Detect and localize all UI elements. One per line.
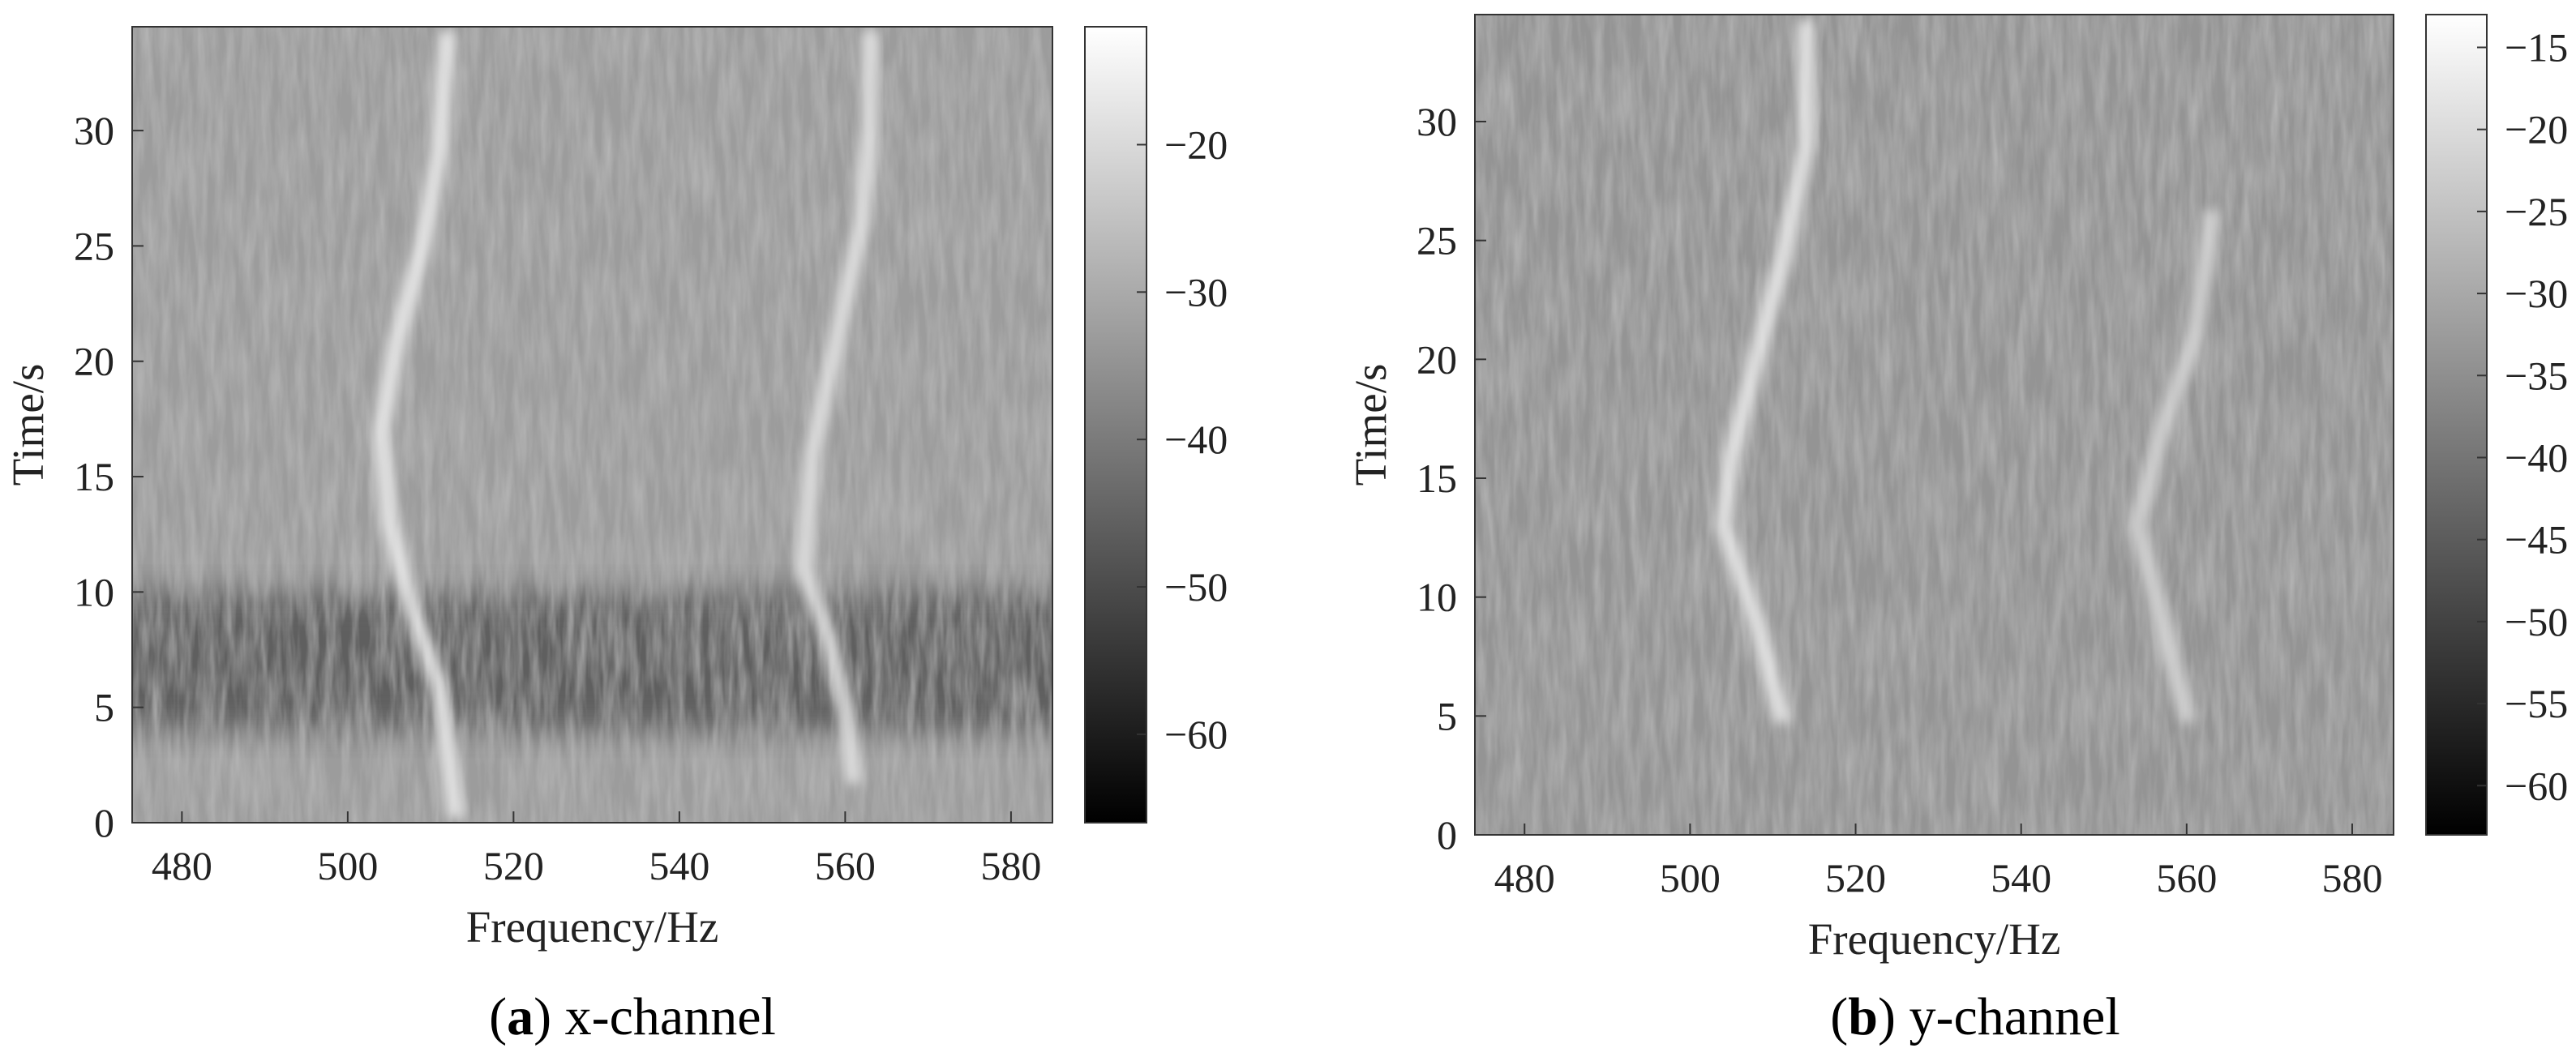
colorbar-tick-label: −50 (2505, 599, 2568, 644)
colorbar-tick-label: −60 (1164, 712, 1228, 757)
colorbar-tick-label: −60 (2505, 763, 2568, 808)
y-tick-label: 15 (74, 454, 114, 499)
x-tick-label: 540 (649, 843, 709, 888)
y-axis-label: Time/s (3, 364, 53, 486)
caption-a-text: x-channel (565, 987, 776, 1046)
x-tick-label: 580 (2321, 855, 2382, 901)
x-tick-label: 480 (1494, 855, 1555, 901)
y-tick-label: 0 (1437, 812, 1457, 858)
panel-a: 480 500 520 540 560 580 0 5 10 15 20 25 30 Frequency/… (3, 26, 1228, 952)
y-tick-label: 25 (1417, 218, 1457, 263)
x-tick-label: 520 (1825, 855, 1886, 901)
heatmap-ridge-1 (372, 30, 464, 819)
caption-b: (b) y-channel (1830, 987, 2120, 1046)
y-tick-label: 10 (1417, 575, 1457, 620)
y-tick-label: 0 (94, 800, 114, 845)
y-tick-label: 30 (74, 108, 114, 153)
colorbar-tick-label: −35 (2505, 353, 2568, 398)
caption-b-text: y-channel (1909, 987, 2120, 1046)
colorbar-tick-label: −20 (2505, 107, 2568, 152)
heatmap-ridge-2 (795, 30, 878, 785)
y-tick-label: 25 (74, 223, 114, 268)
heatmap-texture (132, 27, 1052, 823)
colorbar-tick-label: −45 (2505, 517, 2568, 563)
y-tick-label: 20 (74, 339, 114, 384)
colorbar (2425, 14, 2488, 836)
heatmap-a (132, 27, 1052, 823)
x-tick-label: 560 (2156, 855, 2217, 901)
colorbar-tick-label: −55 (2505, 681, 2568, 726)
colorbar-tick-label: −20 (1164, 122, 1228, 167)
x-axis-label: Frequency/Hz (1808, 914, 2061, 964)
panel-b: 480 500 520 540 560 580 0 5 10 15 20 25 30 Frequency/… (1346, 14, 2568, 964)
x-tick-label: 520 (483, 843, 544, 888)
colorbar-tick-label: −40 (1164, 417, 1228, 462)
heatmap-ridge-1 (1715, 18, 1815, 725)
x-tick-label: 500 (1660, 855, 1721, 901)
heatmap-b (1475, 15, 2394, 835)
y-tick-label: 15 (1417, 456, 1457, 501)
plot-frame (131, 26, 1053, 824)
x-tick-label: 560 (815, 843, 876, 888)
colorbar-tick-label: −30 (1164, 269, 1228, 314)
y-tick-label: 5 (94, 685, 114, 730)
colorbar (1084, 26, 1147, 824)
y-axis-label: Time/s (1346, 364, 1395, 486)
heatmap-texture (1475, 15, 2394, 835)
y-tick-label: 30 (1417, 99, 1457, 144)
caption-a-letter: a (507, 987, 534, 1046)
colorbar-tick-label: −50 (1164, 564, 1228, 610)
caption-a: (a) x-channel (489, 987, 776, 1046)
colorbar-tick-label: −30 (2505, 271, 2568, 316)
colorbar-tick-label: −15 (2505, 24, 2568, 70)
colorbar-tick-label: −40 (2505, 434, 2568, 480)
heatmap-ridge-2 (2128, 208, 2220, 725)
y-tick-label: 20 (1417, 336, 1457, 382)
x-tick-label: 580 (980, 843, 1041, 888)
x-tick-label: 500 (317, 843, 378, 888)
x-axis-label: Frequency/Hz (466, 902, 719, 952)
x-tick-label: 540 (1991, 855, 2051, 901)
colorbar-tick-label: −25 (2505, 189, 2568, 234)
y-tick-label: 10 (74, 569, 114, 614)
x-tick-label: 480 (152, 843, 212, 888)
plot-frame (1474, 14, 2394, 836)
caption-b-letter: b (1848, 987, 1878, 1046)
y-tick-label: 5 (1437, 693, 1457, 738)
